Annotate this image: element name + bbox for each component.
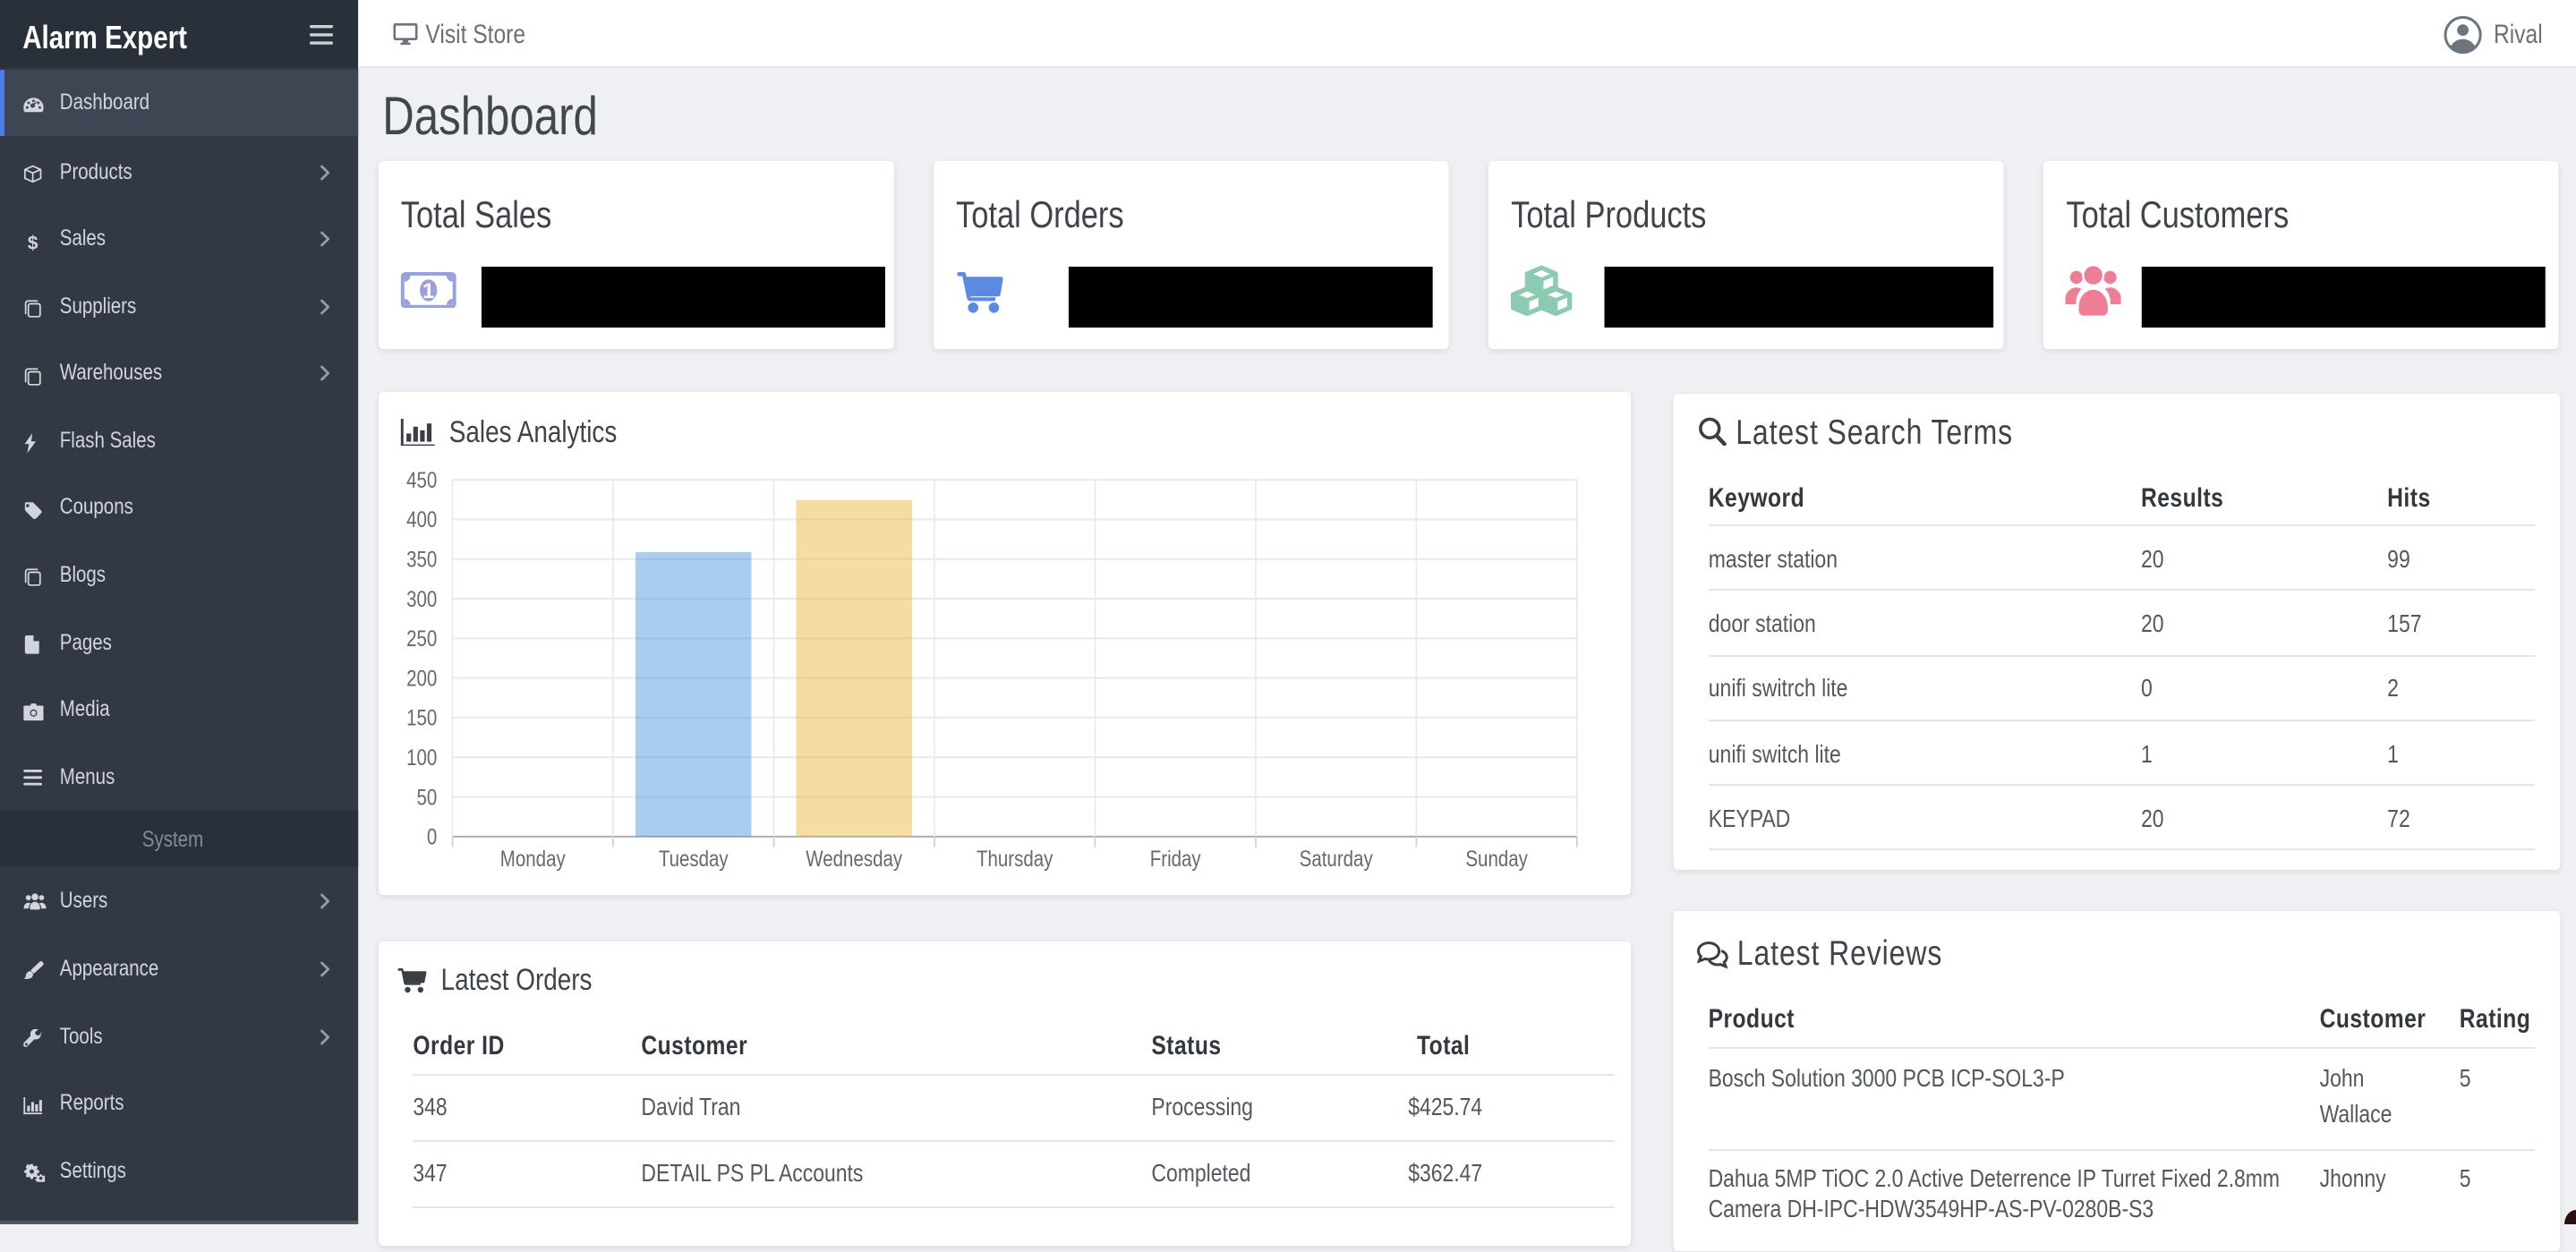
svg-text:Sunday: Sunday — [1466, 846, 1529, 871]
svg-text:0: 0 — [427, 824, 437, 849]
svg-text:350: 350 — [407, 547, 438, 572]
svg-text:$: $ — [28, 233, 38, 252]
svg-text:Tuesday: Tuesday — [659, 846, 729, 871]
svg-text:Saturday: Saturday — [1300, 846, 1374, 871]
svg-text:150: 150 — [407, 705, 438, 730]
svg-text:50: 50 — [417, 784, 438, 809]
svg-text:200: 200 — [407, 665, 438, 690]
svg-text:400: 400 — [407, 507, 438, 532]
svg-text:Thursday: Thursday — [977, 846, 1053, 871]
svg-text:Wednesday: Wednesday — [806, 846, 903, 871]
svg-text:450: 450 — [407, 467, 438, 492]
svg-text:300: 300 — [407, 586, 438, 611]
svg-text:Friday: Friday — [1150, 846, 1201, 871]
svg-text:1: 1 — [422, 279, 434, 303]
svg-text:250: 250 — [407, 626, 438, 651]
svg-text:Monday: Monday — [500, 846, 566, 871]
svg-text:100: 100 — [407, 745, 438, 770]
